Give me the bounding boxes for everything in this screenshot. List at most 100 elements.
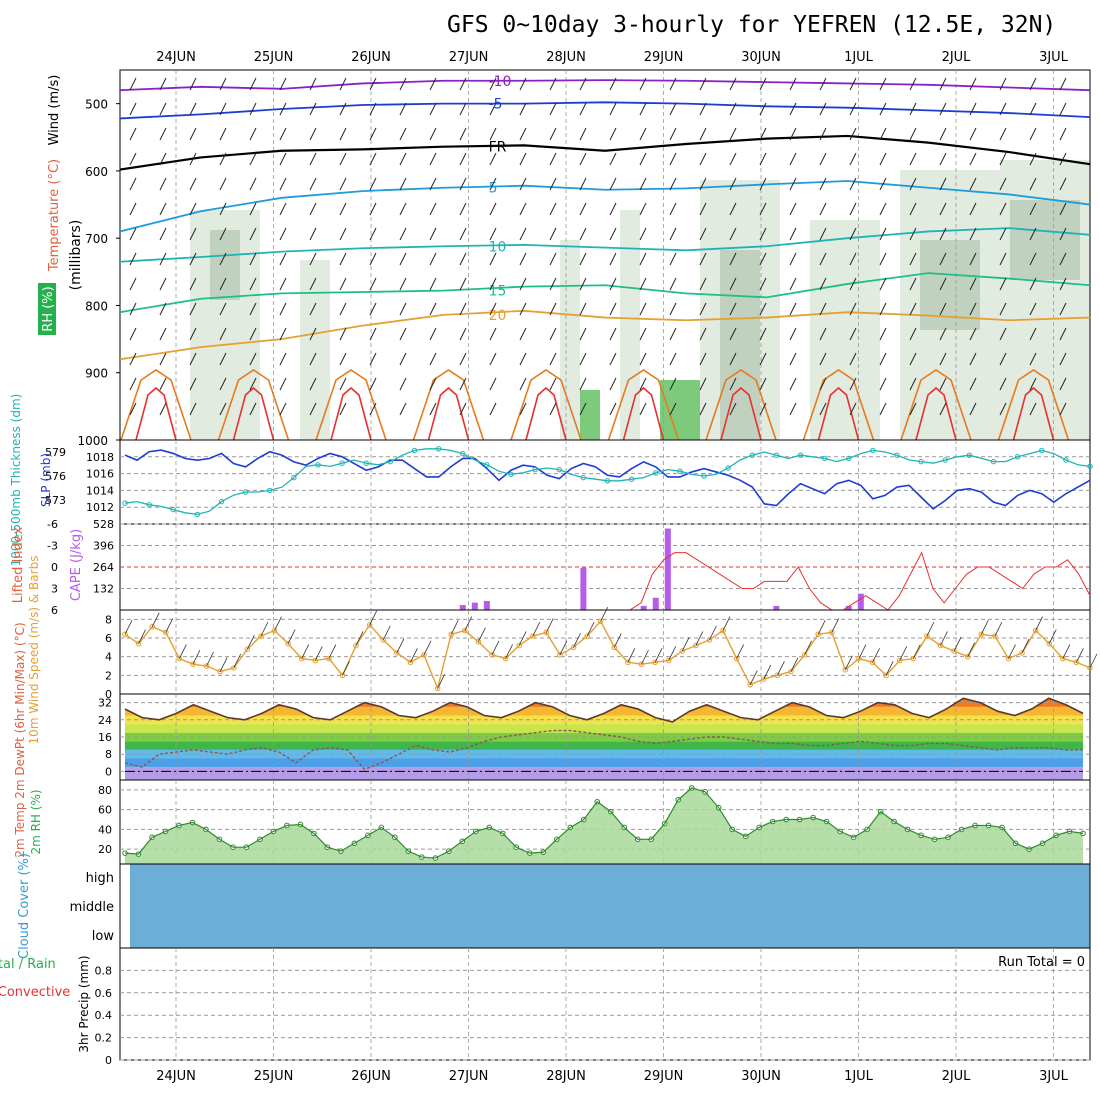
pressure-axis-label: (millibars): [68, 220, 84, 291]
wind-barb: [309, 327, 317, 341]
cape-bar: [773, 605, 780, 610]
wind-barb: [1059, 252, 1067, 266]
wind-speed-marker: [1087, 665, 1093, 671]
wind-barb: [579, 252, 587, 266]
wind-axis-label: Wind (m/s): [47, 75, 62, 146]
wind-barb: [1059, 327, 1067, 341]
wind-barb: [699, 327, 707, 341]
wind-speed-marker: [896, 657, 903, 664]
wind-barb: [219, 177, 227, 191]
wind-barb: [429, 277, 437, 291]
wind-barb: [159, 327, 167, 341]
wind-barb: [309, 102, 317, 116]
wind-speed-marker: [828, 629, 835, 636]
wind-barb: [939, 377, 947, 391]
hot-contour: [427, 386, 470, 441]
wind-barb: [849, 102, 857, 116]
wind-barb: [129, 177, 137, 191]
wind-barb: [1029, 402, 1037, 416]
date-label-bottom: 24JUN: [156, 1069, 196, 1084]
temp-tick-label: 24: [98, 714, 112, 727]
wind-barb: [129, 352, 137, 366]
rh-line: [124, 787, 1084, 859]
wind-speed-marker: [271, 627, 278, 634]
wind-barb: [639, 202, 647, 216]
wind-barb: [879, 352, 887, 366]
wind-barb: [969, 377, 977, 391]
surface-wind-barb: [464, 616, 473, 631]
wind-barb: [789, 402, 797, 416]
wind-barb: [459, 127, 467, 141]
wind-speed-marker: [951, 648, 957, 654]
wind-speed-marker: [421, 652, 427, 658]
wind-barb: [489, 177, 497, 191]
wind-tick-label: 2: [105, 669, 112, 682]
thickness-marker: [846, 455, 852, 462]
wind-barb: [549, 302, 557, 316]
wind-speed-marker: [312, 657, 319, 664]
surface-wind-barb: [681, 636, 690, 652]
hot-contour: [330, 386, 372, 441]
wind-barb: [369, 77, 377, 91]
temp-contour: [119, 180, 1091, 233]
wind-barb: [939, 152, 947, 166]
wind-barb: [879, 227, 887, 241]
wind-barb: [489, 277, 497, 291]
wind-barb: [579, 302, 587, 316]
wind-barb: [159, 127, 167, 141]
wind-speed-marker: [326, 655, 332, 662]
wind-barb: [489, 102, 497, 116]
wind-barb: [819, 402, 827, 416]
wind-speed-marker: [502, 655, 509, 662]
warm-contour: [315, 369, 387, 441]
wind-barb: [189, 277, 197, 291]
date-label-top: 28JUN: [546, 50, 586, 65]
wind-barb: [339, 102, 347, 116]
date-label-top: 2JUL: [942, 50, 972, 65]
wind-barb: [639, 127, 647, 141]
thickness-marker: [315, 462, 321, 468]
wind-barb: [999, 177, 1007, 191]
wind-barb: [879, 377, 887, 391]
wind-barb: [699, 77, 707, 91]
wind-barb: [669, 177, 677, 191]
surface-wind-barb: [423, 640, 432, 655]
wind-barb: [939, 77, 947, 91]
wind-speed-marker: [611, 644, 618, 651]
wind-barb: [129, 377, 137, 391]
wind-barb: [879, 402, 887, 416]
thickness-marker: [1039, 447, 1045, 454]
wind-barb: [879, 327, 887, 341]
wind-barb: [279, 177, 287, 191]
rh-shading-dense: [1010, 200, 1080, 280]
wind-barb: [669, 302, 677, 316]
wind-barb: [699, 352, 707, 366]
wind-barb: [789, 202, 797, 216]
wind-barb: [969, 352, 977, 366]
wind-speed-marker: [190, 661, 196, 667]
thickness-marker: [218, 498, 225, 505]
wind-speed-marker: [815, 631, 821, 638]
wind-barb: [369, 302, 377, 316]
wind-barb: [849, 352, 857, 366]
wind-barb: [279, 302, 287, 316]
wind-barb: [519, 402, 527, 416]
wind-barb: [549, 377, 557, 391]
wind-speed-marker: [924, 633, 930, 639]
wind-barb: [1029, 352, 1037, 366]
date-label-top: 29JUN: [644, 50, 684, 65]
wind-barb: [459, 377, 467, 391]
surface-wind-barb: [124, 620, 133, 635]
wind-barb: [1059, 352, 1067, 366]
wind-barb: [129, 152, 137, 166]
cloud-axis-label: Cloud Cover (%): [17, 853, 32, 959]
wind-barb: [669, 227, 677, 241]
wind-barb: [459, 252, 467, 266]
wind-barb: [309, 302, 317, 316]
wind-tick-label: 6: [105, 632, 112, 645]
slp-tick-label: 1014: [86, 484, 114, 497]
wind-barb: [369, 152, 377, 166]
thickness-marker: [966, 452, 973, 458]
wind-barb: [939, 352, 947, 366]
wind-barb: [429, 177, 437, 191]
